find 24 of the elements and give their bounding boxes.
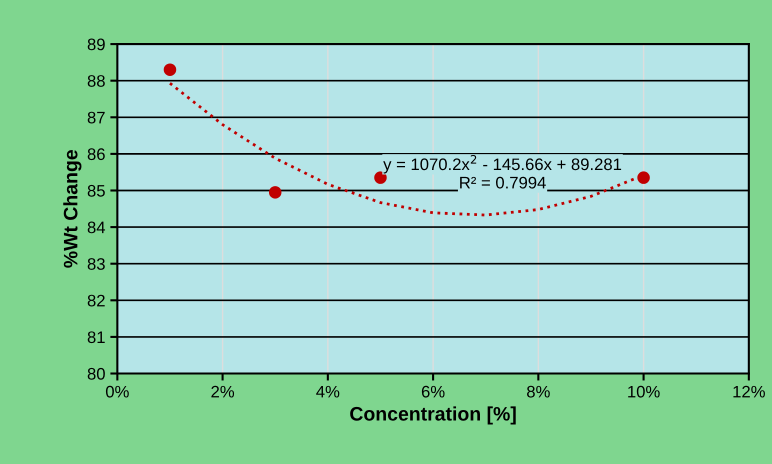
y-tick-label: 89: [88, 38, 105, 50]
point: [164, 63, 176, 76]
y-tick-label: 87: [88, 112, 105, 124]
y-tick-label: 83: [88, 258, 105, 270]
y-tick-label: 84: [88, 222, 106, 234]
annotation: R² = 0.7994: [460, 176, 546, 189]
y-tick-label: 88: [88, 75, 105, 87]
point: [268, 186, 282, 199]
y-tick-label: 81: [88, 331, 105, 344]
x-tick-label: 4%: [316, 386, 340, 398]
y-axis-title: %Wt Change: [63, 150, 82, 268]
y-tick-label: 80: [88, 368, 105, 380]
y-tick-label: 82: [88, 294, 105, 307]
x-tick-label: 10%: [628, 386, 660, 398]
x-axis-title: Concentration [%]: [350, 406, 516, 425]
y-tick-label: 86: [88, 148, 105, 160]
y-tick-label: 85: [88, 184, 105, 197]
point: [637, 171, 650, 184]
x-tick-label: 8%: [527, 386, 550, 398]
x-tick-label: 2%: [211, 386, 234, 398]
x-tick-label: 12%: [733, 386, 765, 398]
x-tick-label: 0%: [106, 386, 129, 398]
x-tick-label: 6%: [422, 386, 445, 398]
annotation: y = 1070.2x$^{2}$ - 145.66x + 89.281: [383, 154, 622, 174]
